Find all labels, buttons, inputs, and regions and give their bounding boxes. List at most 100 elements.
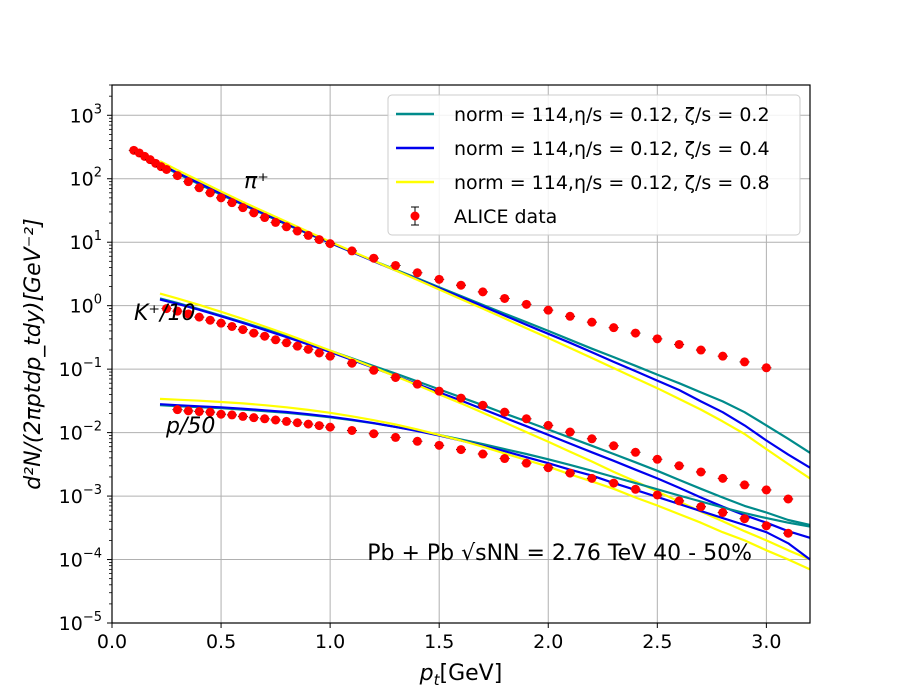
- y-tick-label: 10−4: [59, 547, 102, 572]
- data-point: [303, 230, 313, 240]
- y-tick-label: 103: [70, 102, 102, 127]
- x-tick-label: 1.0: [315, 631, 345, 653]
- y-tick-label: 101: [70, 229, 102, 254]
- legend-label: norm = 114,η/s = 0.12, ζ/s = 0.2: [454, 104, 770, 126]
- data-point: [292, 418, 302, 428]
- data-point: [194, 312, 204, 322]
- y-tick-label: 10−2: [59, 420, 102, 445]
- data-point: [205, 188, 215, 198]
- data-point: [783, 494, 793, 504]
- data-point: [183, 177, 193, 187]
- y-tick-label: 10−3: [59, 483, 102, 508]
- data-point: [271, 415, 281, 425]
- data-point: [652, 454, 662, 464]
- data-point: [172, 405, 182, 415]
- data-point: [249, 208, 259, 218]
- data-point: [609, 323, 619, 333]
- collision-system-label: Pb + Pb √sNN = 2.76 TeV 40 - 50%: [367, 541, 752, 566]
- data-point: [162, 164, 172, 174]
- y-tick-label: 100: [70, 293, 102, 318]
- data-point: [194, 407, 204, 417]
- data-point: [500, 293, 510, 303]
- data-point: [696, 345, 706, 355]
- data-point: [325, 422, 335, 432]
- data-point: [609, 478, 619, 488]
- alice-data-points: [128, 145, 794, 538]
- data-point: [674, 496, 684, 506]
- data-point: [227, 410, 237, 420]
- data-point: [205, 315, 215, 325]
- data-point: [216, 409, 226, 419]
- data-point: [740, 480, 750, 490]
- data-point: [521, 414, 531, 424]
- legend-label: norm = 114,η/s = 0.12, ζ/s = 0.4: [454, 138, 770, 160]
- data-point: [369, 365, 379, 375]
- kaon-label: K⁺/10: [134, 301, 195, 326]
- data-point: [314, 421, 324, 431]
- data-point: [216, 318, 226, 328]
- data-point: [260, 414, 270, 424]
- data-point: [674, 461, 684, 471]
- data-point: [292, 341, 302, 351]
- data-point: [271, 335, 281, 345]
- model-curve: [159, 403, 811, 561]
- data-point: [183, 309, 193, 319]
- data-point: [696, 502, 706, 512]
- data-point: [456, 445, 466, 455]
- x-tick-label: 2.5: [642, 631, 672, 653]
- y-tick-label: 10−1: [59, 356, 102, 381]
- data-point: [500, 407, 510, 417]
- data-point: [194, 183, 204, 193]
- axis-ticks: 0.0 0.5 1.0 1.5 2.0 2.5 3.0 10−5 10−4 10−3 10−2 10−…: [59, 84, 781, 653]
- model-curve: [159, 160, 811, 480]
- data-point: [478, 287, 488, 297]
- plot-frame: [111, 84, 811, 624]
- y-tick-label: 102: [70, 166, 102, 191]
- model-curve: [159, 404, 811, 528]
- data-point: [303, 344, 313, 354]
- data-point: [205, 407, 215, 417]
- data-point: [314, 348, 324, 358]
- data-point: [325, 239, 335, 249]
- data-point: [412, 268, 422, 278]
- data-point: [631, 328, 640, 338]
- data-point: [391, 260, 401, 270]
- data-point: [412, 436, 422, 446]
- data-point: [456, 280, 466, 290]
- data-point: [369, 429, 379, 439]
- data-point: [183, 406, 193, 416]
- data-point: [227, 321, 237, 331]
- x-tick-label: 2.0: [533, 631, 563, 653]
- data-point: [500, 454, 510, 464]
- data-point: [783, 528, 793, 538]
- data-point: [391, 432, 401, 442]
- data-point: [740, 357, 750, 367]
- data-point: [249, 413, 259, 423]
- data-point: [631, 484, 640, 494]
- data-point: [652, 490, 662, 500]
- data-point: [162, 304, 172, 314]
- data-point: [718, 473, 728, 483]
- data-point: [761, 485, 771, 495]
- pion-label: π⁺: [244, 169, 269, 194]
- data-point: [238, 325, 248, 335]
- data-point: [478, 449, 488, 459]
- x-tick-label: 1.5: [424, 631, 454, 653]
- legend-swatch-marker: [410, 211, 420, 221]
- data-point: [565, 468, 575, 478]
- data-point: [260, 331, 270, 341]
- data-point: [292, 226, 302, 236]
- data-point: [172, 306, 182, 316]
- model-curves: [159, 160, 811, 571]
- data-point: [696, 467, 706, 477]
- y-axis-title: d²N/(2πptdp_tdy)[GeV⁻²]: [21, 218, 46, 489]
- data-point: [761, 363, 771, 373]
- data-point: [718, 508, 728, 518]
- data-point: [718, 351, 728, 361]
- data-point: [314, 235, 324, 245]
- x-tick-label: 0.0: [97, 631, 127, 653]
- data-point: [631, 447, 640, 457]
- data-point: [172, 171, 182, 181]
- data-point: [521, 299, 531, 309]
- data-point: [587, 317, 597, 327]
